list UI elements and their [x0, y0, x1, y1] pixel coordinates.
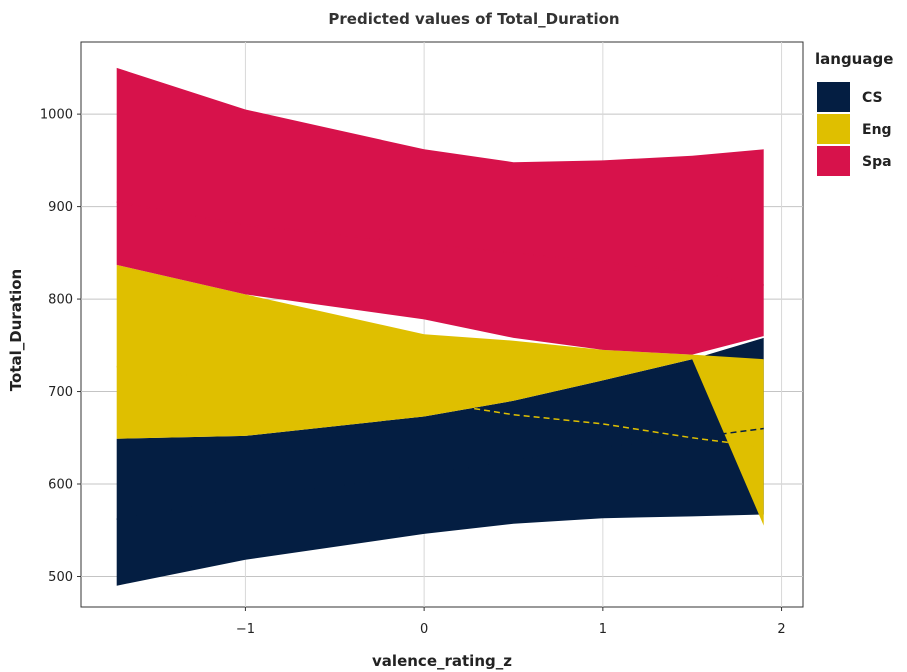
x-tick-label-2: 2	[777, 622, 785, 637]
y-tick-label-600: 600	[48, 478, 73, 493]
y-tick-label-1000: 1000	[40, 108, 73, 123]
y-axis-ticks: 500 600 700 800 900 1000	[40, 108, 81, 585]
x-tick-label-1: 1	[599, 622, 607, 637]
confidence-bands	[116, 67, 764, 586]
legend-label-cs: CS	[862, 90, 883, 106]
band-cs	[116, 337, 764, 586]
y-axis-title: Total_Duration	[7, 269, 25, 391]
x-axis-ticks: −1 0 1 2	[236, 607, 786, 637]
legend-label-eng: Eng	[862, 122, 892, 138]
band-eng	[116, 264, 764, 526]
plot-frame	[80, 41, 804, 608]
x-axis-title: valence_rating_z	[372, 652, 512, 670]
x-tick-label-0: 0	[420, 622, 428, 637]
x-tick-label--1: −1	[236, 622, 255, 637]
prediction-lines	[116, 201, 764, 520]
legend: language CS Eng Spa	[815, 50, 893, 176]
line-spa	[116, 201, 764, 286]
y-tick-label-800: 800	[48, 293, 73, 308]
band-spa	[116, 67, 764, 355]
legend-swatch-eng	[817, 114, 850, 144]
line-eng	[116, 365, 764, 448]
chart-title: Predicted values of Total_Duration	[328, 10, 619, 28]
y-tick-label-700: 700	[48, 385, 73, 400]
legend-swatch-spa	[817, 146, 850, 176]
y-tick-label-500: 500	[48, 570, 73, 585]
legend-label-spa: Spa	[862, 154, 892, 170]
legend-title: language	[815, 50, 893, 68]
legend-swatch-cs	[817, 82, 850, 112]
y-tick-label-900: 900	[48, 200, 73, 215]
